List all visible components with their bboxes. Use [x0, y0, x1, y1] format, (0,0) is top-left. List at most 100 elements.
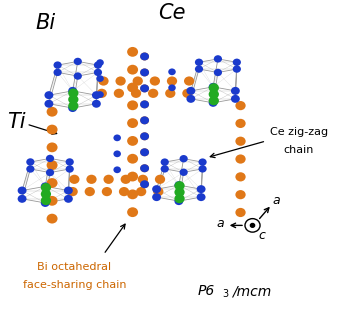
Circle shape — [161, 165, 169, 172]
Circle shape — [152, 193, 161, 201]
Circle shape — [233, 66, 241, 73]
Text: Bi: Bi — [35, 13, 55, 33]
Circle shape — [140, 53, 149, 61]
Circle shape — [140, 132, 149, 140]
Circle shape — [46, 142, 57, 152]
Text: Ce zig-zag: Ce zig-zag — [270, 127, 328, 137]
Circle shape — [26, 165, 34, 173]
Circle shape — [127, 100, 138, 110]
Circle shape — [209, 83, 217, 91]
Circle shape — [140, 164, 149, 172]
Circle shape — [195, 59, 203, 66]
Circle shape — [140, 180, 149, 188]
Text: a: a — [272, 194, 280, 207]
Circle shape — [68, 95, 78, 104]
Circle shape — [150, 76, 160, 86]
Circle shape — [174, 197, 183, 205]
Circle shape — [67, 187, 78, 196]
Text: a: a — [216, 217, 224, 230]
Circle shape — [184, 76, 194, 86]
Circle shape — [235, 119, 246, 128]
Circle shape — [127, 154, 138, 164]
Circle shape — [41, 182, 50, 190]
Circle shape — [209, 99, 217, 107]
Circle shape — [69, 175, 79, 184]
Circle shape — [114, 167, 121, 173]
Circle shape — [127, 207, 138, 217]
Circle shape — [114, 134, 121, 141]
Circle shape — [68, 87, 77, 95]
Circle shape — [127, 171, 138, 181]
Circle shape — [152, 185, 161, 193]
Circle shape — [180, 169, 188, 176]
Circle shape — [26, 158, 34, 166]
Circle shape — [127, 189, 138, 199]
Circle shape — [121, 175, 131, 184]
Circle shape — [46, 125, 57, 134]
Text: face-sharing chain: face-sharing chain — [23, 280, 126, 290]
Circle shape — [180, 155, 188, 163]
Circle shape — [104, 175, 114, 184]
Circle shape — [64, 187, 73, 194]
Circle shape — [140, 100, 149, 108]
Text: Ti: Ti — [7, 112, 25, 133]
Circle shape — [231, 87, 240, 95]
Circle shape — [235, 154, 246, 164]
Text: chain: chain — [283, 145, 314, 155]
Circle shape — [140, 53, 149, 61]
Circle shape — [174, 181, 185, 190]
Text: P6: P6 — [198, 284, 215, 298]
Circle shape — [195, 66, 203, 73]
Circle shape — [54, 61, 62, 69]
Circle shape — [44, 100, 53, 108]
Circle shape — [140, 148, 149, 156]
Circle shape — [148, 89, 158, 98]
Circle shape — [174, 181, 183, 189]
Circle shape — [41, 183, 51, 192]
Circle shape — [127, 65, 138, 74]
Circle shape — [233, 59, 241, 66]
Circle shape — [41, 199, 50, 207]
Circle shape — [153, 187, 163, 196]
Circle shape — [94, 69, 102, 76]
Circle shape — [209, 96, 219, 105]
Circle shape — [64, 195, 73, 203]
Circle shape — [140, 84, 149, 92]
Circle shape — [46, 169, 54, 176]
Circle shape — [46, 107, 57, 117]
Circle shape — [68, 101, 78, 111]
Circle shape — [231, 95, 240, 103]
Circle shape — [167, 76, 177, 86]
Circle shape — [74, 72, 82, 80]
Circle shape — [174, 188, 185, 197]
Circle shape — [96, 75, 104, 82]
Text: Ce: Ce — [158, 3, 186, 23]
Circle shape — [46, 214, 57, 223]
Circle shape — [140, 180, 149, 188]
Circle shape — [127, 83, 138, 92]
Circle shape — [182, 89, 193, 98]
Circle shape — [140, 116, 149, 124]
Circle shape — [97, 89, 107, 98]
Text: /mcm: /mcm — [232, 284, 271, 298]
Circle shape — [41, 189, 51, 199]
Circle shape — [66, 165, 74, 173]
Circle shape — [114, 150, 121, 157]
Circle shape — [114, 89, 124, 98]
Circle shape — [140, 164, 149, 172]
Circle shape — [116, 76, 126, 86]
Circle shape — [168, 84, 176, 91]
Circle shape — [186, 95, 195, 103]
Circle shape — [46, 155, 54, 162]
Circle shape — [18, 195, 26, 203]
Circle shape — [74, 58, 82, 65]
Circle shape — [127, 47, 138, 57]
Circle shape — [68, 104, 77, 112]
Circle shape — [92, 100, 101, 108]
Text: Bi octahedral: Bi octahedral — [37, 262, 111, 272]
Circle shape — [127, 118, 138, 128]
Circle shape — [136, 187, 146, 196]
Circle shape — [140, 132, 149, 140]
Circle shape — [235, 137, 246, 146]
Circle shape — [41, 196, 51, 205]
